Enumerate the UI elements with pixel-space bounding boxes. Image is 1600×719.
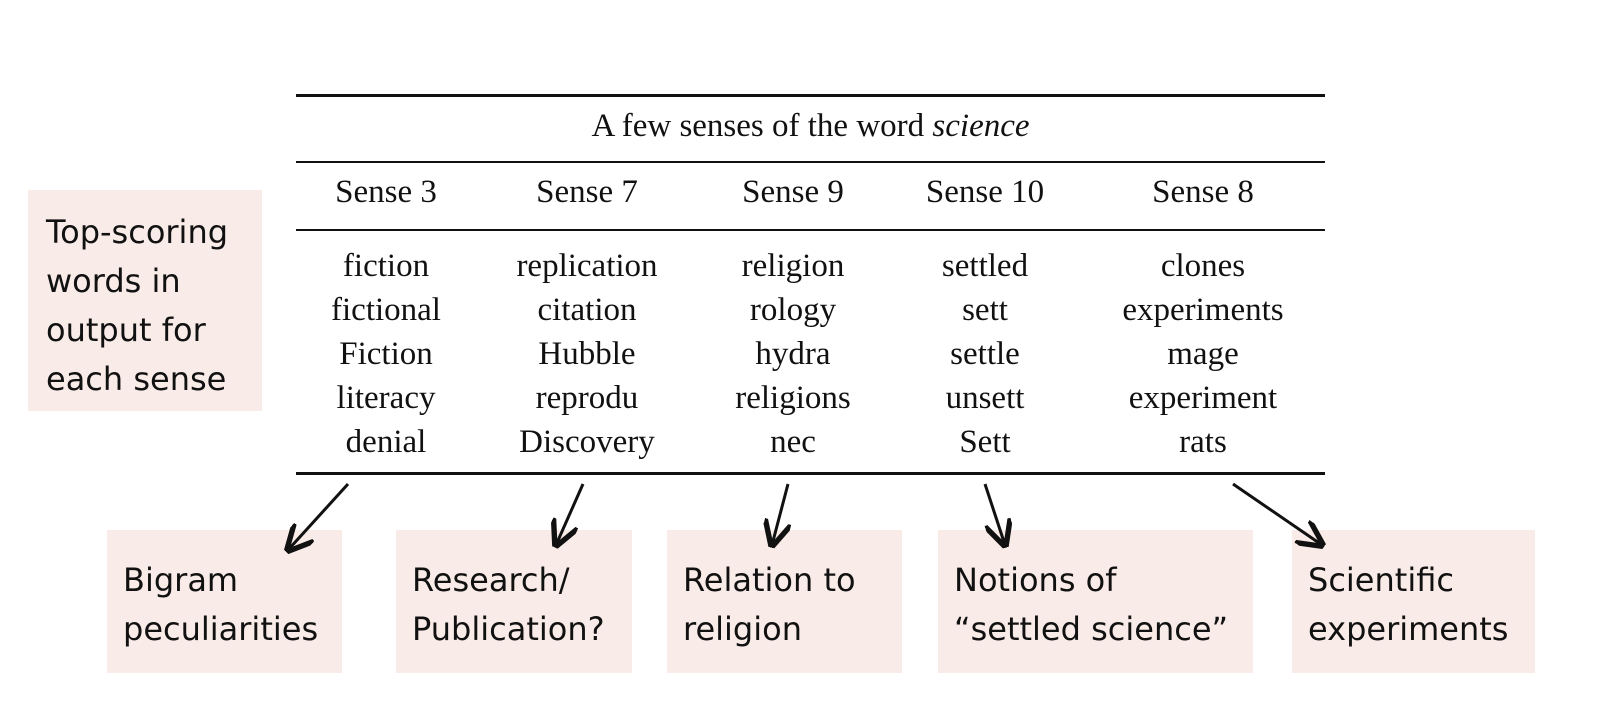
sense-header: Sense 9 xyxy=(742,174,844,210)
sense-word: citation xyxy=(537,292,637,328)
sense-word: settle xyxy=(950,336,1020,372)
interpretation-line: peculiarities xyxy=(123,610,319,648)
sense-word-list: religion rology hydra religions nec xyxy=(668,244,918,464)
sense-word: mage xyxy=(1167,336,1239,372)
sense-word: unsett xyxy=(945,380,1025,416)
sense-word: Sett xyxy=(959,424,1011,460)
sense-word: experiment xyxy=(1128,380,1278,416)
arrow xyxy=(288,482,350,550)
sense-word: literacy xyxy=(336,380,436,416)
sense-word: Discovery xyxy=(519,424,655,460)
side-label-line: each sense xyxy=(46,360,227,398)
side-label-line: Top-scoring xyxy=(46,213,229,251)
title-word: science xyxy=(932,108,1030,144)
table-title: A few senses of the word science xyxy=(296,108,1325,145)
sense-word: clones xyxy=(1160,248,1246,284)
sense-word: experiments xyxy=(1122,292,1284,328)
sense-word-list: clones experiments mage experiment rats xyxy=(1078,244,1328,464)
side-label-line: output for xyxy=(46,311,206,349)
interpretation-line: experiments xyxy=(1308,610,1509,648)
sense-word: settled xyxy=(941,248,1029,284)
sense-word: religion xyxy=(741,248,845,284)
interpretation-line: Notions of xyxy=(954,561,1117,599)
sense-word: fictional xyxy=(331,292,441,328)
sense-word: rats xyxy=(1179,424,1227,460)
title-text: A few senses of the word xyxy=(591,108,933,144)
interpretation-line: Research/ xyxy=(412,561,570,599)
interpretation-box: Scientific experiments xyxy=(1292,530,1535,673)
sense-word: Fiction xyxy=(339,336,433,372)
sense-word: nec xyxy=(770,424,816,460)
interpretation-box: Research/Publication? xyxy=(396,530,632,673)
sense-header: Sense 10 xyxy=(925,174,1045,210)
interpretation-box: Notions of “settled science” xyxy=(938,530,1253,673)
interpretation-line: Scientific xyxy=(1308,561,1454,599)
header-rule xyxy=(296,229,1325,231)
sense-header: Sense 8 xyxy=(1152,174,1254,210)
sense-header: Sense 3 xyxy=(335,174,437,210)
interpretation-line: Publication? xyxy=(412,610,605,648)
arrow xyxy=(983,483,1005,545)
sense-word: reprodu xyxy=(535,380,639,416)
interpretation-line: religion xyxy=(683,610,802,648)
sense-word-list: fiction fictional Fiction literacy denial xyxy=(261,244,511,464)
sense-word: fiction xyxy=(342,248,430,284)
top-rule xyxy=(296,94,1325,97)
bottom-rule xyxy=(296,472,1325,475)
sense-word: denial xyxy=(345,424,427,460)
side-label-box: Top-scoring words in output for each sen… xyxy=(28,190,262,411)
sense-word: rology xyxy=(749,292,837,328)
sense-word: sett xyxy=(962,292,1008,328)
sense-word: replication xyxy=(516,248,658,284)
sense-word-list: replication citation Hubble reprodu Discover… xyxy=(462,244,712,464)
sense-word: hydra xyxy=(755,336,831,372)
side-label-line: words in xyxy=(46,262,181,300)
arrow xyxy=(772,483,788,545)
sense-word: Hubble xyxy=(538,336,636,372)
arrow xyxy=(556,483,585,545)
sense-word-list: settled sett settle unsett Sett xyxy=(860,244,1110,464)
interpretation-line: Bigram xyxy=(123,561,239,599)
sense-word: religions xyxy=(735,380,851,416)
sense-header: Sense 7 xyxy=(536,174,638,210)
interpretation-box: Relation to religion xyxy=(667,530,902,673)
interpretation-line: Relation to xyxy=(683,561,856,599)
interpretation-line: “settled science” xyxy=(954,610,1229,648)
arrow xyxy=(1232,482,1322,545)
mid-rule xyxy=(296,161,1325,163)
